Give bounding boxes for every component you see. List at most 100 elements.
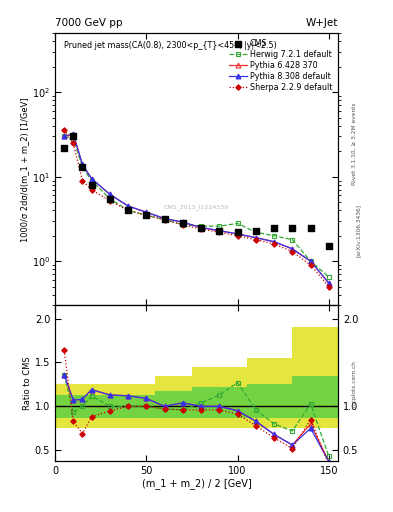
Pythia 6.428 370	[71, 131, 75, 137]
Text: [arXiv:1306.3436]: [arXiv:1306.3436]	[356, 204, 361, 257]
CMS	[235, 228, 241, 237]
Sherpa 2.2.9 default	[199, 226, 204, 232]
Sherpa 2.2.9 default	[107, 198, 112, 204]
Pythia 8.308 default	[290, 246, 295, 252]
Text: 7000 GeV pp: 7000 GeV pp	[55, 18, 123, 28]
Pythia 8.308 default	[107, 191, 112, 197]
CMS	[88, 181, 95, 189]
CMS	[162, 215, 168, 223]
Pythia 8.308 default	[89, 176, 94, 182]
Line: Sherpa 2.2.9 default: Sherpa 2.2.9 default	[62, 128, 331, 289]
Herwig 7.2.1 default	[327, 274, 331, 280]
Pythia 6.428 370	[180, 219, 185, 225]
Pythia 6.428 370	[89, 176, 94, 182]
Pythia 8.308 default	[253, 234, 258, 241]
Pythia 6.428 370	[144, 209, 149, 216]
Herwig 7.2.1 default	[272, 232, 276, 239]
Sherpa 2.2.9 default	[89, 187, 94, 193]
Herwig 7.2.1 default	[71, 136, 75, 142]
Herwig 7.2.1 default	[80, 164, 85, 170]
CMS	[61, 144, 67, 152]
Line: Pythia 6.428 370: Pythia 6.428 370	[62, 132, 331, 286]
Pythia 8.308 default	[80, 161, 85, 167]
Sherpa 2.2.9 default	[62, 126, 66, 133]
Pythia 6.428 370	[107, 191, 112, 197]
Herwig 7.2.1 default	[126, 207, 130, 214]
Herwig 7.2.1 default	[253, 229, 258, 236]
X-axis label: (m_1 + m_2) / 2 [GeV]: (m_1 + m_2) / 2 [GeV]	[141, 478, 252, 489]
CMS	[107, 195, 113, 203]
CMS	[271, 223, 277, 231]
Pythia 8.308 default	[235, 231, 240, 237]
Legend: CMS, Herwig 7.2.1 default, Pythia 6.428 370, Pythia 8.308 default, Sherpa 2.2.9 : CMS, Herwig 7.2.1 default, Pythia 6.428 …	[228, 37, 334, 94]
Herwig 7.2.1 default	[162, 217, 167, 223]
Sherpa 2.2.9 default	[80, 178, 85, 184]
Sherpa 2.2.9 default	[162, 217, 167, 223]
Herwig 7.2.1 default	[89, 178, 94, 184]
CMS	[216, 226, 222, 234]
Pythia 8.308 default	[272, 239, 276, 245]
Y-axis label: Ratio to CMS: Ratio to CMS	[23, 356, 32, 410]
Text: Rivet 3.1.10, ≥ 3.2M events: Rivet 3.1.10, ≥ 3.2M events	[352, 102, 357, 185]
Pythia 8.308 default	[62, 134, 66, 140]
Sherpa 2.2.9 default	[290, 248, 295, 254]
Pythia 6.428 370	[62, 134, 66, 140]
Line: Herwig 7.2.1 default: Herwig 7.2.1 default	[62, 134, 331, 280]
Sherpa 2.2.9 default	[308, 262, 313, 268]
CMS	[180, 219, 186, 227]
CMS	[198, 223, 204, 231]
Sherpa 2.2.9 default	[235, 232, 240, 239]
Sherpa 2.2.9 default	[272, 241, 276, 247]
CMS	[125, 206, 131, 215]
Herwig 7.2.1 default	[217, 223, 222, 229]
Pythia 6.428 370	[162, 216, 167, 222]
Herwig 7.2.1 default	[62, 134, 66, 140]
Sherpa 2.2.9 default	[180, 222, 185, 228]
Pythia 8.308 default	[144, 209, 149, 216]
Sherpa 2.2.9 default	[217, 229, 222, 236]
Sherpa 2.2.9 default	[327, 284, 331, 290]
CMS	[253, 226, 259, 234]
Herwig 7.2.1 default	[290, 237, 295, 243]
Pythia 8.308 default	[327, 280, 331, 286]
Line: Pythia 8.308 default: Pythia 8.308 default	[62, 132, 331, 286]
Herwig 7.2.1 default	[199, 223, 204, 229]
Herwig 7.2.1 default	[144, 212, 149, 218]
Herwig 7.2.1 default	[235, 220, 240, 226]
CMS	[307, 223, 314, 231]
Pythia 8.308 default	[308, 258, 313, 264]
Sherpa 2.2.9 default	[144, 212, 149, 218]
Pythia 6.428 370	[272, 239, 276, 245]
CMS	[326, 242, 332, 250]
Text: mcplots.cern.ch: mcplots.cern.ch	[352, 360, 357, 408]
Pythia 6.428 370	[290, 246, 295, 252]
Pythia 6.428 370	[253, 234, 258, 241]
Pythia 6.428 370	[126, 203, 130, 209]
Herwig 7.2.1 default	[308, 258, 313, 264]
Text: CMS_2013_I1224539: CMS_2013_I1224539	[164, 205, 229, 210]
Sherpa 2.2.9 default	[71, 140, 75, 146]
Text: Pruned jet mass(CA(0.8), 2300<p_{T}<450, |y|<2.5): Pruned jet mass(CA(0.8), 2300<p_{T}<450,…	[64, 41, 276, 51]
Pythia 6.428 370	[308, 258, 313, 264]
Pythia 8.308 default	[180, 219, 185, 225]
CMS	[143, 211, 149, 219]
Sherpa 2.2.9 default	[126, 207, 130, 214]
Pythia 6.428 370	[327, 280, 331, 286]
Pythia 6.428 370	[80, 161, 85, 167]
Pythia 8.308 default	[217, 227, 222, 233]
Pythia 8.308 default	[126, 203, 130, 209]
Sherpa 2.2.9 default	[253, 237, 258, 243]
CMS	[70, 133, 76, 141]
CMS	[289, 223, 296, 231]
Pythia 8.308 default	[162, 216, 167, 222]
Herwig 7.2.1 default	[180, 222, 185, 228]
Herwig 7.2.1 default	[107, 196, 112, 202]
CMS	[79, 163, 86, 171]
Pythia 6.428 370	[217, 227, 222, 233]
Pythia 6.428 370	[235, 231, 240, 237]
Pythia 8.308 default	[199, 224, 204, 230]
Text: W+Jet: W+Jet	[306, 18, 338, 28]
Pythia 6.428 370	[199, 224, 204, 230]
Pythia 8.308 default	[71, 131, 75, 137]
Y-axis label: 1000/σ 2dσ/d(m_1 + m_2) [1/GeV]: 1000/σ 2dσ/d(m_1 + m_2) [1/GeV]	[20, 97, 29, 242]
